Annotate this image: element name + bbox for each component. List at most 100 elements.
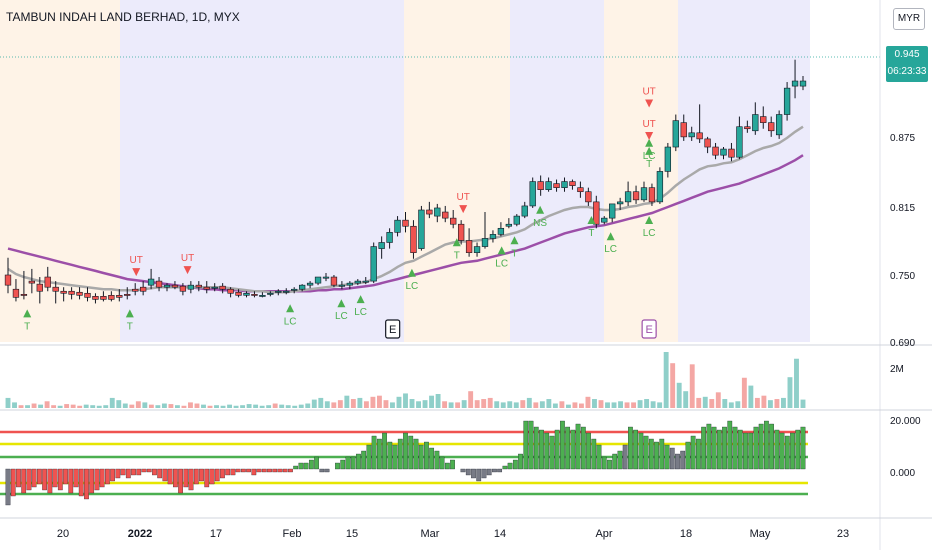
oscillator-bar — [544, 432, 550, 470]
oscillator-bar — [277, 468, 283, 473]
oscillator-bar — [764, 420, 769, 470]
candle-body — [44, 276, 51, 288]
volume-bar — [207, 405, 213, 408]
oscillator-bar — [706, 423, 712, 470]
signal-up-arrow — [407, 268, 416, 277]
candle-body — [569, 181, 576, 186]
x-tick-label: 23 — [837, 528, 849, 540]
signal-label: T — [127, 321, 133, 332]
candle — [418, 205, 425, 251]
oscillator-bar — [340, 459, 346, 470]
candle — [28, 268, 36, 294]
candle-body — [609, 203, 616, 219]
volume-bar — [683, 391, 689, 408]
currency-button[interactable]: MYR — [893, 8, 925, 30]
candle-body — [481, 238, 489, 247]
candle — [799, 75, 807, 91]
candle — [434, 203, 441, 223]
oscillator-bar — [120, 468, 126, 476]
oscillator-bar — [240, 468, 246, 473]
earnings-marker — [641, 319, 657, 339]
volume-bar — [259, 405, 265, 408]
volume-bar — [116, 400, 122, 408]
candle — [275, 289, 282, 296]
candle — [712, 142, 719, 160]
signal-up-arrow — [337, 299, 346, 308]
candle — [465, 228, 473, 257]
candle — [171, 281, 179, 290]
oscillator-bar — [314, 456, 319, 470]
volume-bar — [174, 405, 180, 408]
volume-bar — [142, 402, 148, 408]
candle-body — [354, 280, 361, 284]
signal-label: LC — [354, 307, 367, 318]
candle-body — [799, 80, 807, 87]
oscillator-pane — [0, 420, 808, 506]
candle-body — [100, 296, 107, 300]
candle — [283, 288, 290, 295]
oscillator-bar — [471, 468, 476, 479]
oscillator-bar — [580, 426, 586, 470]
candle-body — [36, 283, 43, 292]
candle — [696, 104, 703, 143]
candle — [243, 291, 250, 298]
candle — [52, 281, 59, 304]
price-tick-label: 0.815 — [890, 203, 915, 214]
y-axis-ticks: 0.875 0.815 0.750 0.690 2M 20.000 0.000 — [890, 133, 921, 479]
oscillator-bar — [622, 444, 628, 470]
candle — [704, 136, 711, 154]
candle-body — [28, 280, 36, 284]
signal-down: UT — [130, 255, 143, 277]
candle — [132, 283, 139, 296]
candle — [601, 216, 608, 225]
oscillator-bar — [78, 468, 84, 497]
oscillator-bar — [774, 429, 780, 470]
candle — [680, 114, 687, 141]
volume-bar — [25, 405, 30, 408]
candle-body — [521, 205, 528, 217]
oscillator-bar — [136, 468, 142, 476]
oscillator-bar — [52, 468, 58, 488]
signal-label: T — [24, 321, 30, 332]
ma-slow-line — [7, 154, 804, 293]
volume-bar — [122, 403, 128, 408]
oscillator-bar — [591, 438, 597, 470]
oscillator-bar — [465, 468, 471, 476]
candle-body — [783, 87, 791, 115]
volume-bar — [318, 397, 324, 408]
volume-bar — [448, 402, 454, 408]
candle — [203, 281, 210, 294]
oscillator-bar — [361, 450, 367, 470]
candle-body — [227, 288, 234, 294]
oscillator-bar — [554, 429, 560, 470]
volume-bar — [298, 404, 304, 408]
candle-body — [465, 240, 473, 253]
candle-body — [171, 284, 179, 288]
candle-body — [84, 292, 91, 298]
volume-bar — [435, 394, 441, 408]
oscillator-bar — [800, 426, 806, 470]
volume-bar — [618, 401, 623, 408]
volume-bar — [266, 405, 272, 408]
volume-bar — [774, 399, 780, 408]
volume-bar — [787, 377, 793, 408]
x-tick-label: Apr — [595, 528, 612, 540]
candle-body — [179, 285, 187, 292]
oscillator-bar — [256, 468, 262, 473]
oscillator-bar — [685, 441, 691, 470]
volume-bar — [403, 393, 408, 408]
volume-bar — [357, 397, 363, 408]
candle-body — [577, 187, 584, 193]
candle-body — [68, 290, 75, 295]
candle-body — [298, 284, 306, 290]
candle-body — [473, 246, 481, 253]
candle-body — [593, 201, 600, 225]
x-tick-label: 20 — [57, 528, 69, 540]
signal-up-arrow — [452, 238, 461, 247]
candle — [656, 167, 664, 204]
volume-bar — [572, 402, 578, 408]
signal-label: T — [646, 159, 652, 170]
signal-down: UT — [642, 119, 656, 141]
volume-bar — [631, 402, 637, 408]
